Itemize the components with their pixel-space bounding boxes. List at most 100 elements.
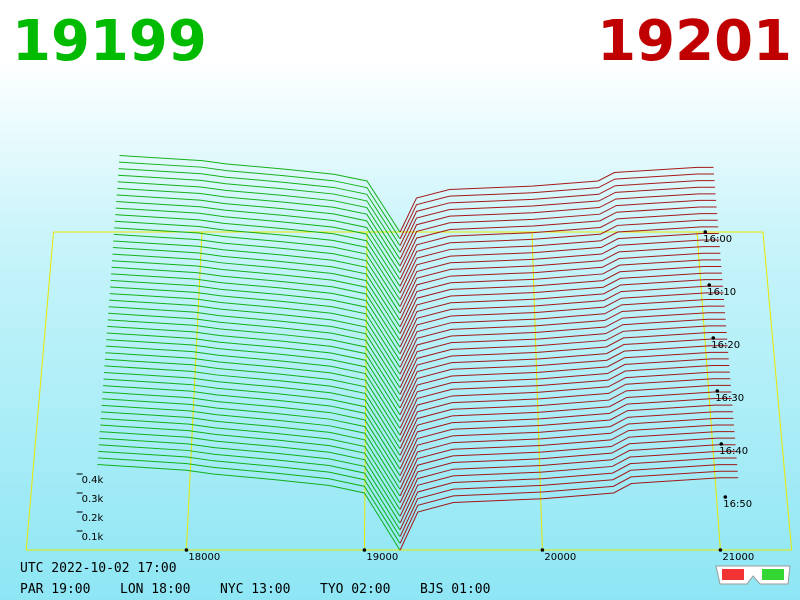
bids-depth-line: [118, 161, 401, 240]
bids-depth-line: [112, 253, 401, 334]
bids-depth-line: [107, 325, 401, 409]
floor-edge: [762, 231, 793, 551]
bids-depth-line: [113, 233, 401, 314]
x-tick-label: 18000: [188, 552, 220, 563]
x-tick-dot: [718, 548, 723, 552]
time-tick-label: 16:20: [711, 340, 740, 351]
asks-depth-line: [399, 371, 730, 442]
grid-line: [531, 231, 543, 551]
bids-depth-line: [119, 155, 401, 233]
time-tick-dot: [719, 442, 724, 446]
bids-depth-line: [99, 437, 401, 524]
time-tick-label: 16:40: [719, 446, 748, 457]
bids-depth-line: [118, 174, 401, 253]
grid-line: [696, 231, 721, 551]
asks-depth-line: [399, 239, 720, 307]
ask-price: 19201: [597, 9, 792, 74]
time-tick-label: 16:10: [707, 287, 736, 298]
bids-depth-line: [117, 187, 401, 267]
asks-depth-line: [399, 424, 734, 497]
asks-depth-line: [399, 345, 728, 415]
asks-depth-line: [399, 180, 715, 246]
asks-depth-line: [399, 404, 733, 476]
x-tick-label: 20000: [544, 552, 576, 563]
bids-depth-line: [99, 431, 401, 517]
asks-depth-line: [399, 199, 717, 267]
clock: NYC 13:00: [220, 582, 290, 597]
asks-depth-line: [399, 265, 722, 334]
bids-depth-line: [103, 371, 401, 456]
bids-depth-line: [112, 247, 401, 327]
asks-depth-line: [399, 358, 729, 429]
bids-depth-line: [118, 168, 401, 246]
grid-line: [185, 231, 203, 551]
asks-depth-line: [399, 252, 721, 321]
bids-depth-line: [116, 194, 401, 273]
asks-depth-line: [399, 292, 724, 361]
time-tick-dot: [703, 230, 708, 234]
asks-depth-line: [399, 219, 718, 287]
asks-depth-line: [399, 246, 720, 314]
asks-depth-line: [399, 272, 722, 341]
asks-depth-line: [399, 457, 737, 530]
asks-depth-line: [399, 193, 716, 260]
bids-depth-line: [115, 207, 401, 287]
bids-depth-line: [106, 339, 401, 422]
bids-depth-line: [116, 201, 401, 280]
y-tick-label: 0.1k: [82, 532, 104, 543]
asks-depth-line: [399, 332, 727, 402]
clock: LON 18:00: [120, 582, 190, 597]
bids-depth-line: [105, 345, 401, 429]
bids-depth-line: [114, 227, 401, 307]
asks-depth-line: [399, 232, 719, 300]
time-tick-dot: [707, 283, 712, 287]
utc-time: UTC 2022-10-02 17:00: [20, 561, 177, 576]
x-tick-label: 21000: [722, 552, 754, 563]
bids-depth-line: [103, 378, 401, 463]
asks-depth-line: [399, 437, 736, 510]
glasses-icon: [715, 565, 791, 585]
time-tick-dot: [711, 336, 716, 340]
bids-depth-line: [110, 286, 401, 368]
asks-depth-line: [399, 312, 726, 382]
y-tick-label: 0.2k: [82, 513, 104, 524]
bids-depth-line: [108, 306, 401, 388]
bid-price: 19199: [12, 9, 207, 74]
bids-depth-line: [115, 214, 401, 294]
asks-depth-line: [399, 464, 738, 537]
bids-depth-line: [104, 358, 401, 443]
time-tick-dot: [715, 389, 720, 393]
asks-depth-line: [399, 378, 731, 449]
x-tick-dot: [362, 548, 367, 552]
bids-depth-line: [105, 352, 401, 436]
bids-depth-line: [106, 332, 401, 415]
clock: TYO 02:00: [320, 582, 390, 597]
grid-line: [363, 231, 368, 551]
asks-depth-line: [399, 166, 714, 233]
asks-depth-line: [399, 226, 719, 294]
asks-depth-line: [399, 411, 733, 483]
bids-depth-line: [114, 220, 401, 300]
asks-depth-line: [399, 279, 723, 348]
bids-depth-line: [97, 464, 401, 551]
bids-depth-line: [98, 450, 401, 537]
bids-depth-line: [117, 181, 401, 260]
bids-depth-line: [103, 385, 401, 470]
bids-depth-line: [98, 444, 401, 530]
asks-depth-line: [399, 477, 739, 551]
asks-depth-line: [399, 398, 732, 470]
bids-depth-line: [113, 240, 401, 321]
bids-depth-line: [100, 417, 401, 503]
asks-depth-line: [399, 285, 723, 355]
bids-depth-line: [100, 424, 401, 510]
time-tick-dot: [723, 495, 728, 499]
asks-depth-line: [399, 259, 721, 327]
asks-depth-line: [399, 450, 737, 524]
bids-depth-line: [109, 293, 401, 375]
y-tick-label: 0.4k: [82, 475, 104, 486]
x-tick-dot: [184, 548, 189, 552]
bids-depth-line: [111, 266, 401, 348]
asks-depth-line: [399, 431, 735, 503]
